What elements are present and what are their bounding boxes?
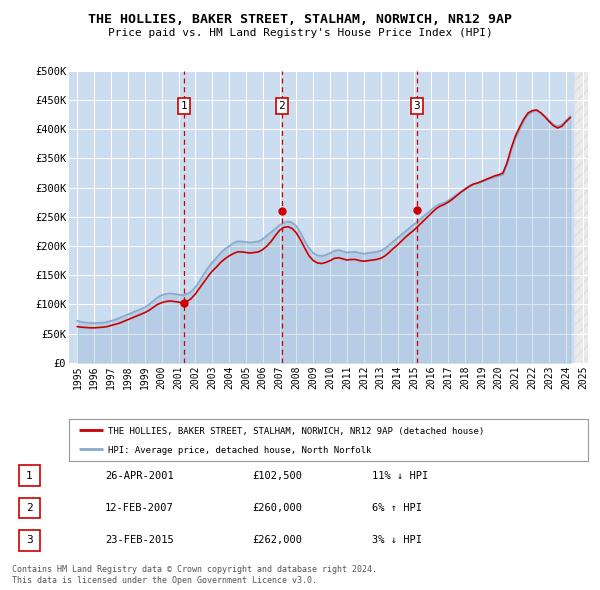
Text: £260,000: £260,000 [252,503,302,513]
Text: 23-FEB-2015: 23-FEB-2015 [105,536,174,545]
Text: 26-APR-2001: 26-APR-2001 [105,471,174,480]
Text: 2: 2 [278,101,285,111]
FancyBboxPatch shape [19,530,40,550]
Text: 6% ↑ HPI: 6% ↑ HPI [372,503,422,513]
Text: £102,500: £102,500 [252,471,302,480]
Text: 3: 3 [26,536,33,545]
Text: THE HOLLIES, BAKER STREET, STALHAM, NORWICH, NR12 9AP: THE HOLLIES, BAKER STREET, STALHAM, NORW… [88,13,512,26]
Text: HPI: Average price, detached house, North Norfolk: HPI: Average price, detached house, Nort… [108,446,371,455]
Bar [575,71,588,363]
Text: 2: 2 [26,503,33,513]
Text: 3% ↓ HPI: 3% ↓ HPI [372,536,422,545]
Text: Contains HM Land Registry data © Crown copyright and database right 2024.: Contains HM Land Registry data © Crown c… [12,565,377,574]
FancyBboxPatch shape [19,466,40,486]
Text: £262,000: £262,000 [252,536,302,545]
Text: 3: 3 [413,101,421,111]
Text: 12-FEB-2007: 12-FEB-2007 [105,503,174,513]
Text: 1: 1 [181,101,187,111]
FancyBboxPatch shape [19,498,40,518]
Text: 11% ↓ HPI: 11% ↓ HPI [372,471,428,480]
Text: THE HOLLIES, BAKER STREET, STALHAM, NORWICH, NR12 9AP (detached house): THE HOLLIES, BAKER STREET, STALHAM, NORW… [108,427,484,436]
Text: This data is licensed under the Open Government Licence v3.0.: This data is licensed under the Open Gov… [12,576,317,585]
Text: 1: 1 [26,471,33,480]
Bar [575,71,588,363]
Text: Price paid vs. HM Land Registry's House Price Index (HPI): Price paid vs. HM Land Registry's House … [107,28,493,38]
